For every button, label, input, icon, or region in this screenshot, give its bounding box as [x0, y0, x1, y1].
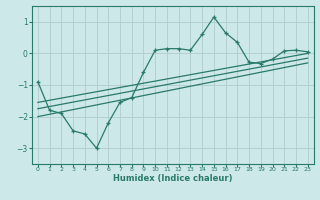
X-axis label: Humidex (Indice chaleur): Humidex (Indice chaleur)	[113, 174, 233, 183]
